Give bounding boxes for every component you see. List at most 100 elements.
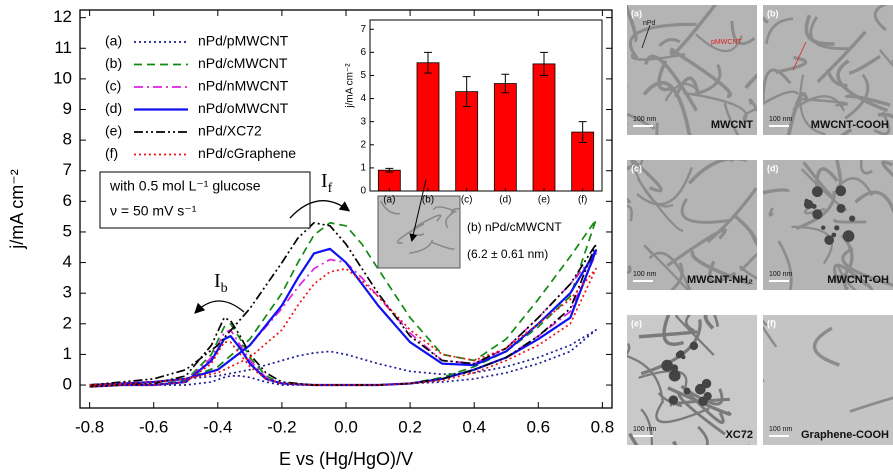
tem-tag: (d)	[767, 163, 779, 173]
particle	[842, 230, 855, 242]
tem-image	[763, 160, 893, 290]
fiber	[629, 160, 663, 193]
legend-label: (a)	[105, 33, 122, 49]
y-tick-label: 3	[63, 283, 72, 302]
fiber	[450, 208, 460, 215]
bar	[416, 62, 440, 192]
fiber	[662, 315, 685, 346]
error-bar	[424, 51, 432, 74]
inset-pointer	[409, 179, 427, 242]
legend-name: nPd/pMWCNT	[198, 33, 289, 49]
y-tick-label: 1	[63, 344, 72, 363]
fiber	[690, 249, 750, 286]
y-tick-label: 3	[360, 116, 366, 127]
particle	[812, 209, 823, 220]
fiber	[638, 330, 698, 339]
legend-name: nPd/XC72	[198, 123, 262, 139]
fiber	[680, 198, 732, 224]
fiber	[878, 49, 893, 68]
y-tick-label: 8	[63, 130, 72, 149]
particle	[849, 215, 856, 222]
tem-scale: 100 nm	[769, 116, 793, 123]
fiber	[840, 128, 853, 135]
particle	[677, 350, 685, 358]
fiber	[396, 223, 425, 244]
fiber	[379, 200, 400, 215]
annotation: (b) nPd/cMWCNT	[467, 220, 562, 234]
x-tick-label: -0.6	[139, 417, 168, 436]
particle	[836, 203, 846, 213]
peak-main: I	[321, 170, 328, 192]
y-tick-label: 4	[360, 93, 366, 104]
peak-label: Ib	[214, 270, 228, 297]
particle	[683, 387, 691, 395]
fiber	[644, 54, 698, 112]
legend-label: (e)	[105, 123, 122, 139]
fiber	[431, 241, 455, 250]
particle	[661, 359, 673, 372]
fiber	[630, 160, 674, 208]
x-tick-label: (f)	[578, 195, 587, 206]
y-tick-label: 0	[360, 186, 366, 197]
fiber	[748, 98, 757, 113]
fiber	[692, 64, 722, 97]
bar	[532, 63, 556, 192]
tem-texture	[627, 5, 757, 135]
fiber	[697, 425, 709, 445]
fiber	[627, 264, 632, 274]
x-axis-title: E vs (Hg/HgO)/V	[279, 449, 413, 469]
fiber	[859, 160, 873, 175]
y-tick-label: 7	[63, 160, 72, 179]
y-tick-label: 5	[63, 221, 72, 240]
x-tick-label: (d)	[499, 195, 511, 206]
y-tick-label: 5	[360, 70, 366, 81]
particle	[703, 391, 712, 401]
y-tick-label: 11	[54, 38, 72, 57]
tem-texture	[627, 315, 750, 445]
fiber	[628, 432, 639, 445]
fiber	[655, 400, 710, 424]
fiber	[841, 247, 893, 287]
x-tick-label: (a)	[383, 195, 395, 206]
tem-scale: 100 nm	[633, 271, 657, 278]
y-tick-label: 7	[360, 24, 366, 35]
inset-frame	[369, 19, 603, 192]
fiber	[723, 102, 740, 135]
inset-chart: 0 1 2 3 4 5 6 7 j/mA cm⁻² (a) (b) (c) (d) (e) (f)	[345, 19, 603, 242]
fiber	[643, 244, 690, 290]
fiber	[627, 5, 638, 43]
fiber	[409, 239, 434, 255]
tem-caption: MWCNT-NH₂	[687, 274, 753, 286]
fiber	[744, 72, 757, 90]
tem-scale: 100 nm	[769, 426, 793, 433]
tem-tag: (b)	[767, 8, 779, 18]
particle	[831, 232, 837, 238]
legend-name: nPd/cGraphene	[198, 145, 296, 161]
peak-label: If	[321, 170, 333, 197]
fiber	[680, 384, 725, 424]
fiber	[703, 315, 715, 330]
fiber	[732, 213, 757, 247]
y-tick-label: 1	[360, 163, 366, 174]
y-tick-label: 2	[63, 313, 72, 332]
tem-tag: (e)	[631, 318, 642, 328]
x-tick-label: -0.2	[267, 417, 296, 436]
x-tick-label: -0.4	[203, 417, 232, 436]
tem-texture	[763, 5, 893, 135]
fiber	[658, 37, 681, 47]
main-chart: -0.8 -0.6 -0.4 -0.2 0.0 0.2 0.4 0.6 0.8012345678…	[7, 7, 614, 469]
fiber	[849, 396, 893, 413]
fiber	[642, 81, 692, 135]
tem-caption: MWCNT-OH	[827, 274, 889, 286]
y-tick-label: 4	[63, 252, 72, 271]
fiber	[627, 204, 633, 222]
tem-tag: (c)	[631, 163, 642, 173]
y-tick-label: 6	[63, 191, 72, 210]
y-axis-title: j/mA cm⁻²	[345, 63, 356, 109]
fiber	[669, 262, 684, 290]
fiber	[627, 113, 656, 130]
fiber	[763, 90, 800, 106]
error-bar	[501, 73, 510, 94]
tem-caption: MWCNT-COOH	[811, 119, 889, 131]
